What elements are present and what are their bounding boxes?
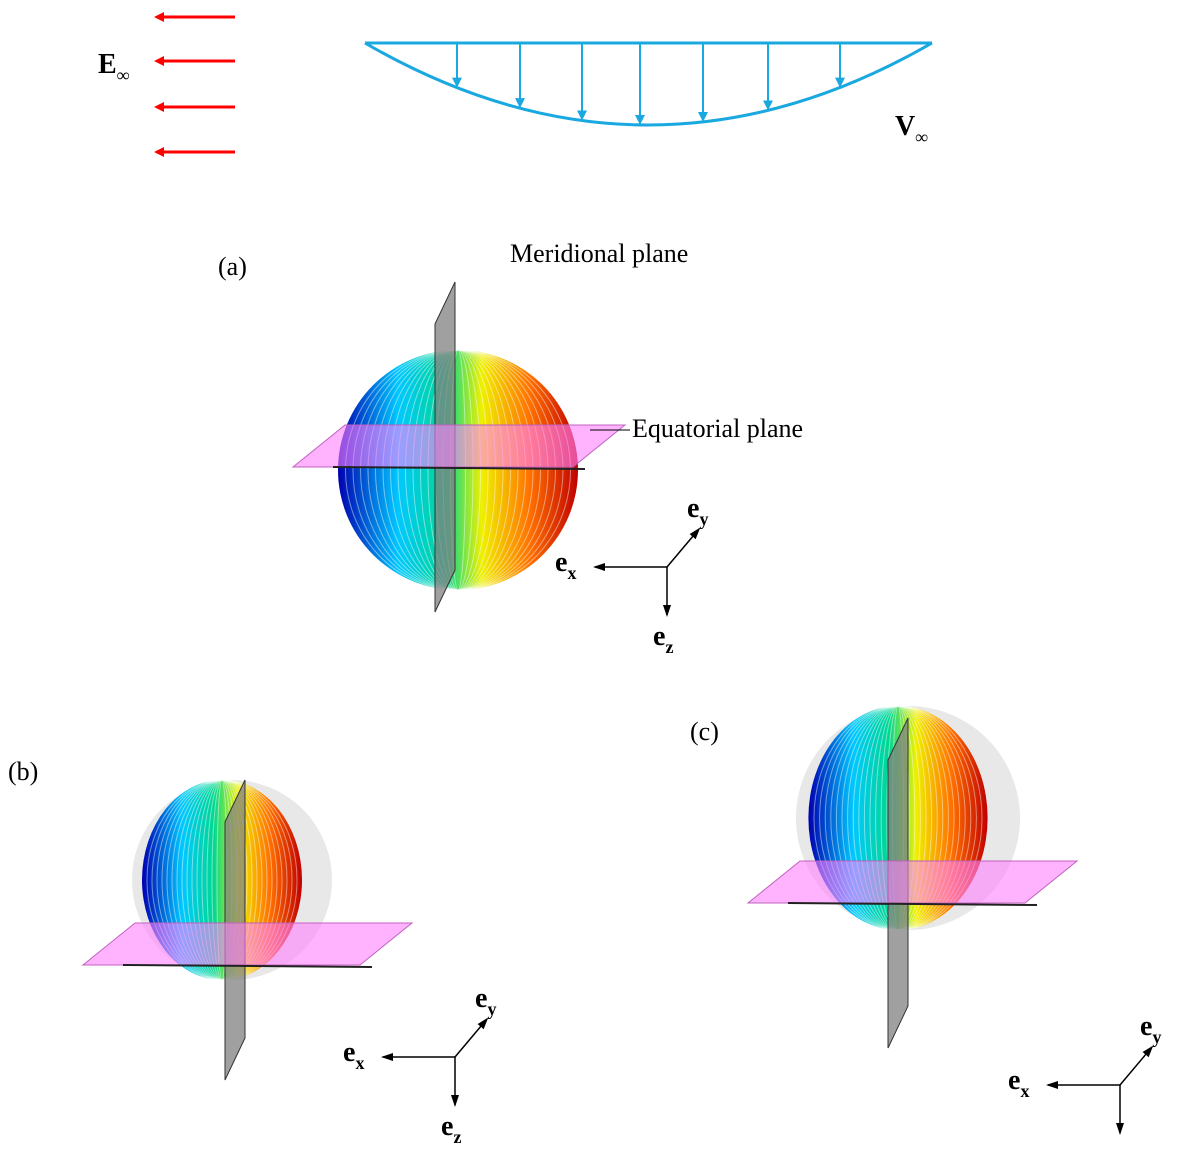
- subscript: z: [453, 1127, 461, 1147]
- panel-label: (c): [690, 717, 719, 746]
- axis-z-label: ez: [653, 621, 673, 657]
- axis-y-label: ey: [1140, 1011, 1161, 1047]
- symbol: V: [895, 111, 915, 142]
- symbol: e: [441, 1111, 453, 1142]
- subscript: y: [699, 509, 708, 529]
- profile-curve: [365, 43, 932, 125]
- axis-x-label: ex: [555, 547, 576, 583]
- equatorial-plane: [748, 861, 1077, 903]
- field-label: E∞: [98, 49, 130, 85]
- axis-y: [455, 1019, 487, 1057]
- drawing: E∞V∞(a)exeyez(b)exeyez(c)exeyezMeridiona…: [8, 17, 1161, 1149]
- symbol: e: [1106, 1139, 1118, 1149]
- panel-label: (b): [8, 757, 38, 786]
- diagram: E∞V∞(a)exeyez(b)exeyez(c)exeyezMeridiona…: [0, 0, 1181, 1149]
- symbol: e: [653, 621, 665, 652]
- sphere: [338, 350, 578, 590]
- axis-x-label: ex: [343, 1037, 364, 1073]
- axis-y: [667, 529, 699, 567]
- symbol: e: [1008, 1065, 1020, 1096]
- symbol: e: [475, 983, 487, 1014]
- equatorial-label: Equatorial plane: [632, 414, 803, 443]
- symbol: e: [343, 1037, 355, 1068]
- symbol: E: [98, 49, 117, 80]
- symbol: e: [687, 493, 699, 524]
- subscript: x: [355, 1053, 364, 1073]
- subscript: x: [1020, 1081, 1029, 1101]
- subscript: ∞: [915, 127, 928, 147]
- axis-y: [1120, 1047, 1152, 1085]
- subscript: ∞: [117, 65, 130, 85]
- axis-y-label: ey: [687, 493, 708, 529]
- axis-y-label: ey: [475, 983, 496, 1019]
- axis-z-label: ez: [1106, 1139, 1126, 1149]
- equatorial-plane: [293, 425, 625, 467]
- axis-x-label: ex: [1008, 1065, 1029, 1101]
- subscript: y: [1152, 1027, 1161, 1047]
- symbol: e: [555, 547, 567, 578]
- velocity-label: V∞: [895, 111, 928, 147]
- panel-label: (a): [218, 252, 247, 281]
- meridional-label: Meridional plane: [510, 239, 688, 268]
- subscript: x: [567, 563, 576, 583]
- equatorial-plane: [83, 923, 412, 965]
- subscript: y: [487, 999, 496, 1019]
- axis-z-label: ez: [441, 1111, 461, 1147]
- subscript: z: [665, 637, 673, 657]
- symbol: e: [1140, 1011, 1152, 1042]
